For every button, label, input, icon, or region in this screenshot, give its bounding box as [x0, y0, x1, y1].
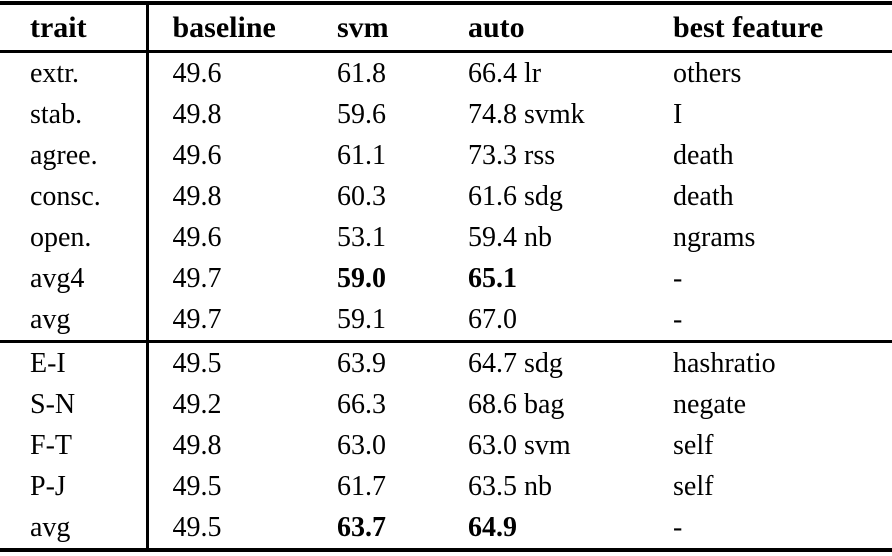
cell-trait: agree.: [0, 135, 149, 176]
cell-auto: 64.7 sdg: [468, 340, 673, 384]
cell-trait: open.: [0, 217, 149, 258]
cell-best-feature: self: [673, 470, 714, 502]
table-row-extr: extr. 49.6 61.8 66.4 lr others: [0, 51, 892, 94]
table-row-pj: P-J 49.5 61.7 63.5 nb self: [0, 466, 892, 507]
col-header-best-feature: best feature: [673, 3, 892, 53]
cell-best-feature: negate: [673, 388, 747, 420]
cell-best-feature: -: [673, 511, 683, 543]
cell-auto: 67.0: [468, 303, 517, 335]
cell-trait: avg: [0, 507, 149, 550]
table-row-avg-big5: avg 49.7 59.1 67.0 -: [0, 299, 892, 342]
cell-trait: E-I: [0, 340, 149, 384]
cell-svm: 61.7: [337, 470, 386, 502]
cell-auto: 74.8 svmk: [468, 98, 585, 130]
table-row-open: open. 49.6 53.1 59.4 nb ngrams: [0, 217, 892, 258]
cell-baseline: 49.7: [172, 262, 222, 294]
cell-trait: consc.: [0, 176, 149, 217]
cell-svm: 53.1: [337, 221, 386, 253]
col-header-auto: auto: [468, 3, 673, 53]
cell-baseline: 49.2: [172, 388, 222, 420]
cell-svm: 61.1: [337, 139, 386, 171]
cell-best-feature: death: [673, 180, 734, 212]
cell-auto: 65.1: [468, 262, 517, 294]
cell-best-feature: I: [673, 98, 683, 130]
cell-baseline: 49.6: [172, 57, 222, 89]
col-header-baseline: baseline: [147, 3, 337, 53]
cell-trait: P-J: [0, 466, 149, 507]
cell-svm: 59.1: [337, 303, 386, 335]
table-row-ft: F-T 49.8 63.0 63.0 svm self: [0, 425, 892, 466]
cell-baseline: 49.8: [172, 98, 222, 130]
cell-trait: stab.: [0, 94, 149, 135]
cell-baseline: 49.5: [147, 340, 337, 384]
cell-auto: 73.3 rss: [468, 139, 556, 171]
cell-svm: 66.3: [337, 388, 386, 420]
cell-svm: 60.3: [337, 180, 386, 212]
cell-baseline: 49.8: [172, 429, 222, 461]
cell-auto: 64.9: [468, 511, 517, 543]
cell-baseline: 49.5: [172, 511, 222, 543]
col-header-trait: trait: [0, 3, 149, 53]
col-header-svm: svm: [337, 3, 468, 53]
header-row: trait baseline svm auto best feature: [0, 3, 892, 53]
cell-trait: avg: [0, 299, 149, 342]
cell-baseline: 49.6: [172, 221, 222, 253]
cell-auto: 68.6 bag: [468, 388, 565, 420]
mbti-group: E-I 49.5 63.9 64.7 sdg hashratio S-N 49.…: [0, 340, 892, 550]
cell-best-feature: ngrams: [673, 221, 756, 253]
cell-svm: 61.8: [337, 57, 386, 89]
cell-best-feature: death: [673, 139, 734, 171]
cell-auto: 63.0 svm: [468, 429, 571, 461]
cell-auto: 63.5 nb: [468, 470, 552, 502]
cell-baseline: 49.5: [172, 470, 222, 502]
cell-best-feature: hashratio: [673, 340, 892, 384]
cell-baseline: 49.8: [172, 180, 222, 212]
cell-best-feature: -: [673, 262, 683, 294]
cell-auto: 61.6 sdg: [468, 180, 563, 212]
table-row-ei: E-I 49.5 63.9 64.7 sdg hashratio: [0, 340, 892, 384]
cell-trait: extr.: [0, 51, 149, 94]
cell-baseline: 49.6: [172, 139, 222, 171]
cell-svm: 63.7: [337, 511, 386, 543]
cell-auto: 66.4 lr: [468, 57, 542, 89]
table-row-avg4: avg4 49.7 59.0 65.1 -: [0, 258, 892, 299]
cell-best-feature: others: [673, 57, 742, 89]
cell-best-feature: -: [673, 303, 683, 335]
cell-svm: 59.6: [337, 98, 386, 130]
table-row-consc: consc. 49.8 60.3 61.6 sdg death: [0, 176, 892, 217]
cell-svm: 63.0: [337, 429, 386, 461]
cell-trait: F-T: [0, 425, 149, 466]
cell-trait: avg4: [0, 258, 149, 299]
big-five-group: extr. 49.6 61.8 66.4 lr others stab. 49.…: [0, 51, 892, 342]
table-row-avg-mbti: avg 49.5 63.7 64.9 -: [0, 507, 892, 550]
table-row-stab: stab. 49.8 59.6 74.8 svmk I: [0, 94, 892, 135]
cell-trait: S-N: [0, 384, 149, 425]
table-row-sn: S-N 49.2 66.3 68.6 bag negate: [0, 384, 892, 425]
cell-auto: 59.4 nb: [468, 221, 552, 253]
cell-svm: 63.9: [337, 340, 468, 384]
table-row-agree: agree. 49.6 61.1 73.3 rss death: [0, 135, 892, 176]
cell-svm: 59.0: [337, 262, 386, 294]
cell-best-feature: self: [673, 429, 714, 461]
cell-baseline: 49.7: [172, 303, 222, 335]
